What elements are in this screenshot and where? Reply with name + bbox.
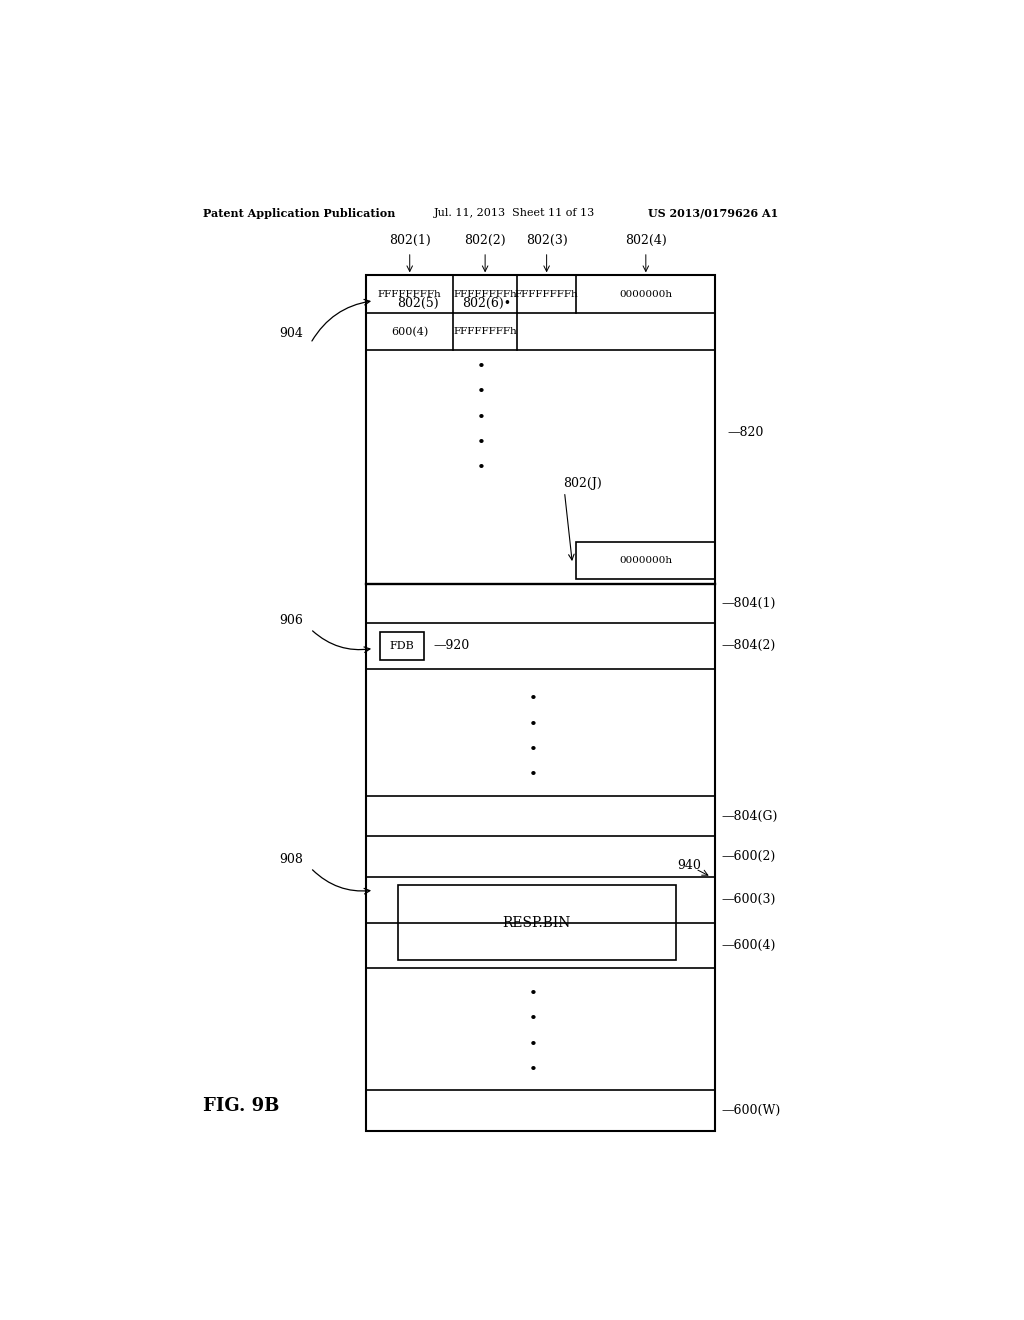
Bar (380, 631, 424, 660)
Bar (577, 541, 716, 579)
Text: RESP.BIN: RESP.BIN (503, 916, 571, 929)
Bar (367, 276, 715, 1131)
Text: —804(G): —804(G) (722, 809, 778, 822)
Text: FDB: FDB (390, 640, 415, 651)
Text: —820: —820 (727, 426, 764, 440)
Text: •: • (528, 718, 538, 731)
Text: •: • (477, 436, 485, 450)
Text: 0000000h: 0000000h (620, 289, 673, 298)
Text: —600(W): —600(W) (722, 1105, 781, 1117)
Text: •: • (528, 743, 538, 756)
Text: —600(3): —600(3) (722, 894, 776, 907)
Text: 906: 906 (279, 614, 303, 627)
Text: •: • (528, 987, 538, 1001)
Text: 904: 904 (279, 327, 303, 339)
Text: 940: 940 (677, 859, 701, 873)
Text: 802(1): 802(1) (389, 234, 431, 247)
Text: •: • (477, 385, 485, 399)
Text: 600(4): 600(4) (391, 326, 428, 337)
Text: 0000000h: 0000000h (620, 556, 673, 565)
Text: —920: —920 (433, 639, 470, 652)
Text: FFFFFFFFh: FFFFFFFFh (454, 327, 517, 337)
Text: —600(4): —600(4) (722, 939, 776, 952)
Text: Jul. 11, 2013  Sheet 11 of 13: Jul. 11, 2013 Sheet 11 of 13 (433, 209, 595, 218)
Text: 802(6)•: 802(6)• (462, 297, 511, 310)
Text: 908: 908 (279, 853, 303, 866)
Text: —804(2): —804(2) (722, 639, 776, 652)
Text: FFFFFFFFh: FFFFFFFFh (515, 289, 579, 298)
Text: 802(5): 802(5) (397, 297, 438, 310)
Text: FIG. 9B: FIG. 9B (204, 1097, 280, 1114)
Text: •: • (528, 1038, 538, 1052)
Text: FFFFFFFFh: FFFFFFFFh (454, 289, 517, 298)
Text: 802(4): 802(4) (625, 234, 667, 247)
Text: •: • (528, 1012, 538, 1026)
Text: •: • (528, 692, 538, 706)
Text: FFFFFFFFh: FFFFFFFFh (378, 289, 441, 298)
Bar (397, 886, 676, 961)
Text: Patent Application Publication: Patent Application Publication (204, 207, 395, 219)
Text: •: • (477, 360, 485, 374)
Text: US 2013/0179626 A1: US 2013/0179626 A1 (648, 207, 778, 219)
Text: 802(2): 802(2) (464, 234, 506, 247)
Text: •: • (477, 462, 485, 475)
Text: •: • (528, 768, 538, 783)
Text: •: • (477, 411, 485, 425)
Text: —600(2): —600(2) (722, 850, 776, 863)
Text: •: • (528, 1063, 538, 1077)
Text: 802(J): 802(J) (563, 477, 602, 490)
Text: 802(3): 802(3) (525, 234, 567, 247)
Text: —804(1): —804(1) (722, 597, 776, 610)
